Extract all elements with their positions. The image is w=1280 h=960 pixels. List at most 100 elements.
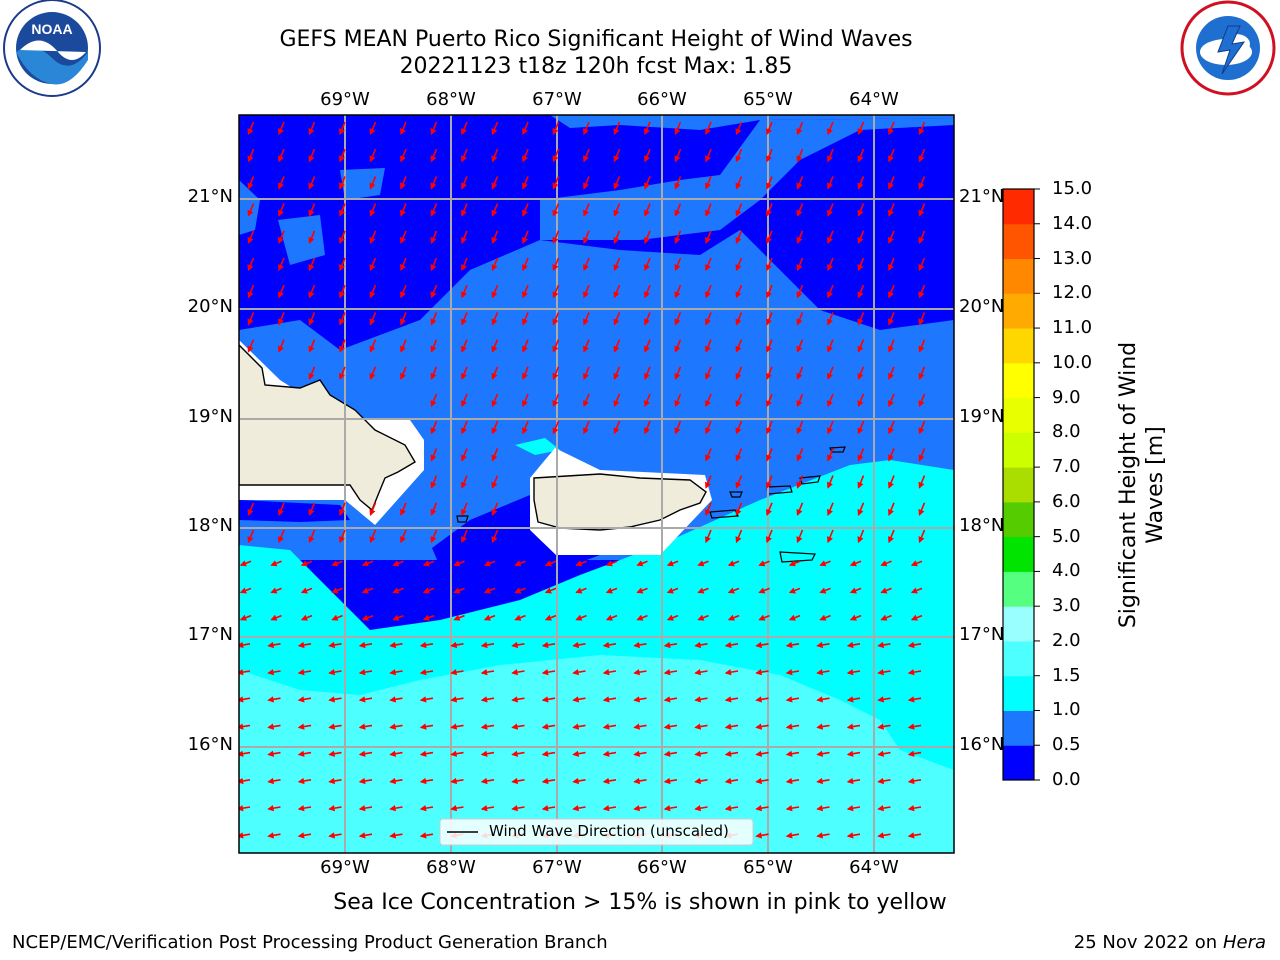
wind-wave-arrow (267, 641, 281, 649)
wind-wave-arrow (766, 475, 773, 489)
wind-wave-arrow (308, 284, 316, 299)
colorbar-band (1003, 223, 1034, 260)
wind-wave-arrow (552, 312, 560, 326)
wind-wave-arrow (419, 777, 434, 785)
wind-wave-arrow (613, 176, 621, 190)
wind-wave-arrow (267, 805, 281, 812)
wind-wave-arrow (552, 121, 560, 136)
wind-wave-arrow (461, 393, 468, 408)
wind-wave-arrow (735, 148, 743, 163)
wind-wave-arrow (796, 230, 804, 244)
wind-wave-arrow (339, 257, 346, 272)
wind-wave-arrow (491, 148, 499, 163)
wind-wave-arrow (522, 312, 529, 326)
wind-wave-arrow (705, 121, 712, 136)
colorbar-band (1003, 467, 1034, 503)
lon-label-bottom: 67°W (532, 857, 582, 878)
wind-wave-arrow (605, 614, 618, 621)
wind-wave-arrow (389, 832, 403, 839)
wind-wave-arrow (666, 587, 679, 594)
wind-wave-arrow (297, 641, 312, 649)
wind-wave-arrow (602, 669, 617, 676)
wind-wave-arrow (331, 587, 343, 594)
wind-wave-arrow (450, 723, 464, 730)
wind-wave-arrow (888, 502, 895, 516)
wind-wave-arrow (705, 203, 712, 217)
wind-wave-arrow (735, 230, 743, 244)
wind-wave-arrow (857, 339, 865, 353)
wind-wave-arrow (644, 121, 651, 136)
wind-wave-arrow (613, 366, 621, 380)
wind-wave-arrow (735, 393, 743, 408)
wind-wave-arrow (247, 312, 255, 326)
wind-wave-arrow (755, 805, 769, 812)
wind-wave-arrow (918, 257, 926, 272)
wind-wave-arrow (328, 832, 342, 839)
colorbar-band (1003, 745, 1034, 781)
wind-wave-arrow (483, 560, 496, 567)
wind-wave-arrow (674, 121, 682, 136)
wind-wave-arrow (910, 560, 923, 567)
wind-wave-arrow (644, 230, 651, 244)
wind-wave-arrow (888, 529, 895, 544)
wind-wave-arrow (819, 560, 831, 567)
map-title: GEFS MEAN Puerto Rico Significant Height… (279, 27, 913, 52)
wind-wave-arrow (358, 805, 373, 812)
wind-wave-arrow (877, 777, 891, 785)
wind-wave-arrow (796, 475, 804, 489)
wind-wave-arrow (239, 723, 251, 730)
wind-wave-arrow (827, 203, 834, 217)
wind-wave-arrow (389, 696, 403, 703)
wind-wave-arrow (308, 121, 316, 136)
wind-wave-arrow (644, 339, 651, 353)
map-gridlines (239, 115, 954, 853)
colorbar-tick-label: 15.0 (1052, 178, 1093, 199)
wind-wave-arrow (674, 366, 682, 380)
wind-wave-arrow (328, 805, 342, 812)
wind-wave-arrow (602, 750, 617, 757)
wind-wave-arrow (735, 529, 743, 544)
wind-wave-arrow (910, 614, 923, 621)
wind-wave-arrow (400, 121, 407, 136)
wind-wave-arrow (461, 475, 468, 489)
wind-wave-arrow (846, 750, 861, 757)
colorbar (1003, 188, 1040, 781)
wind-wave-arrow (918, 502, 926, 516)
wind-wave-arrow (572, 641, 586, 649)
wind-wave-arrow (918, 366, 926, 380)
wind-wave-arrow (552, 393, 560, 408)
wind-wave-arrow (572, 750, 586, 757)
wind-wave-arrow (827, 366, 834, 380)
map-subtitle: 20221123 t18z 120h fcst Max: 1.85 (399, 54, 793, 79)
wind-wave-arrow (888, 312, 895, 326)
wind-wave-arrow (308, 502, 316, 516)
wind-wave-arrow (552, 284, 560, 299)
wind-wave-arrow (766, 176, 773, 190)
wind-wave-arrow (918, 230, 926, 244)
wind-wave-arrow (369, 366, 377, 380)
wind-wave-arrow (727, 587, 740, 594)
wind-wave-arrow (491, 475, 499, 489)
wind-wave-arrow (877, 750, 891, 757)
wind-wave-arrow (583, 121, 590, 136)
wind-wave-arrow (552, 257, 560, 272)
lat-label-left: 21°N (187, 186, 233, 207)
wind-wave-arrow (328, 669, 342, 676)
wind-wave-arrow (308, 148, 316, 163)
wind-wave-arrow (674, 203, 682, 217)
wind-wave-arrow (796, 148, 804, 163)
wind-wave-arrow (430, 121, 438, 136)
wind-wave-arrow (674, 148, 682, 163)
colorbar-tick-label: 12.0 (1052, 282, 1093, 304)
wind-wave-arrow (644, 393, 651, 408)
wind-wave-arrow (918, 475, 926, 489)
wind-wave-arrow (877, 641, 891, 649)
wind-wave-arrow (819, 587, 831, 594)
wind-wave-arrow (300, 560, 313, 567)
wind-wave-arrow (361, 560, 374, 567)
wind-wave-arrow (239, 750, 251, 757)
wind-wave-arrow (278, 502, 285, 516)
wind-wave-arrow (430, 448, 438, 462)
wind-wave-arrow (633, 641, 647, 649)
wind-wave-arrow (278, 176, 285, 190)
